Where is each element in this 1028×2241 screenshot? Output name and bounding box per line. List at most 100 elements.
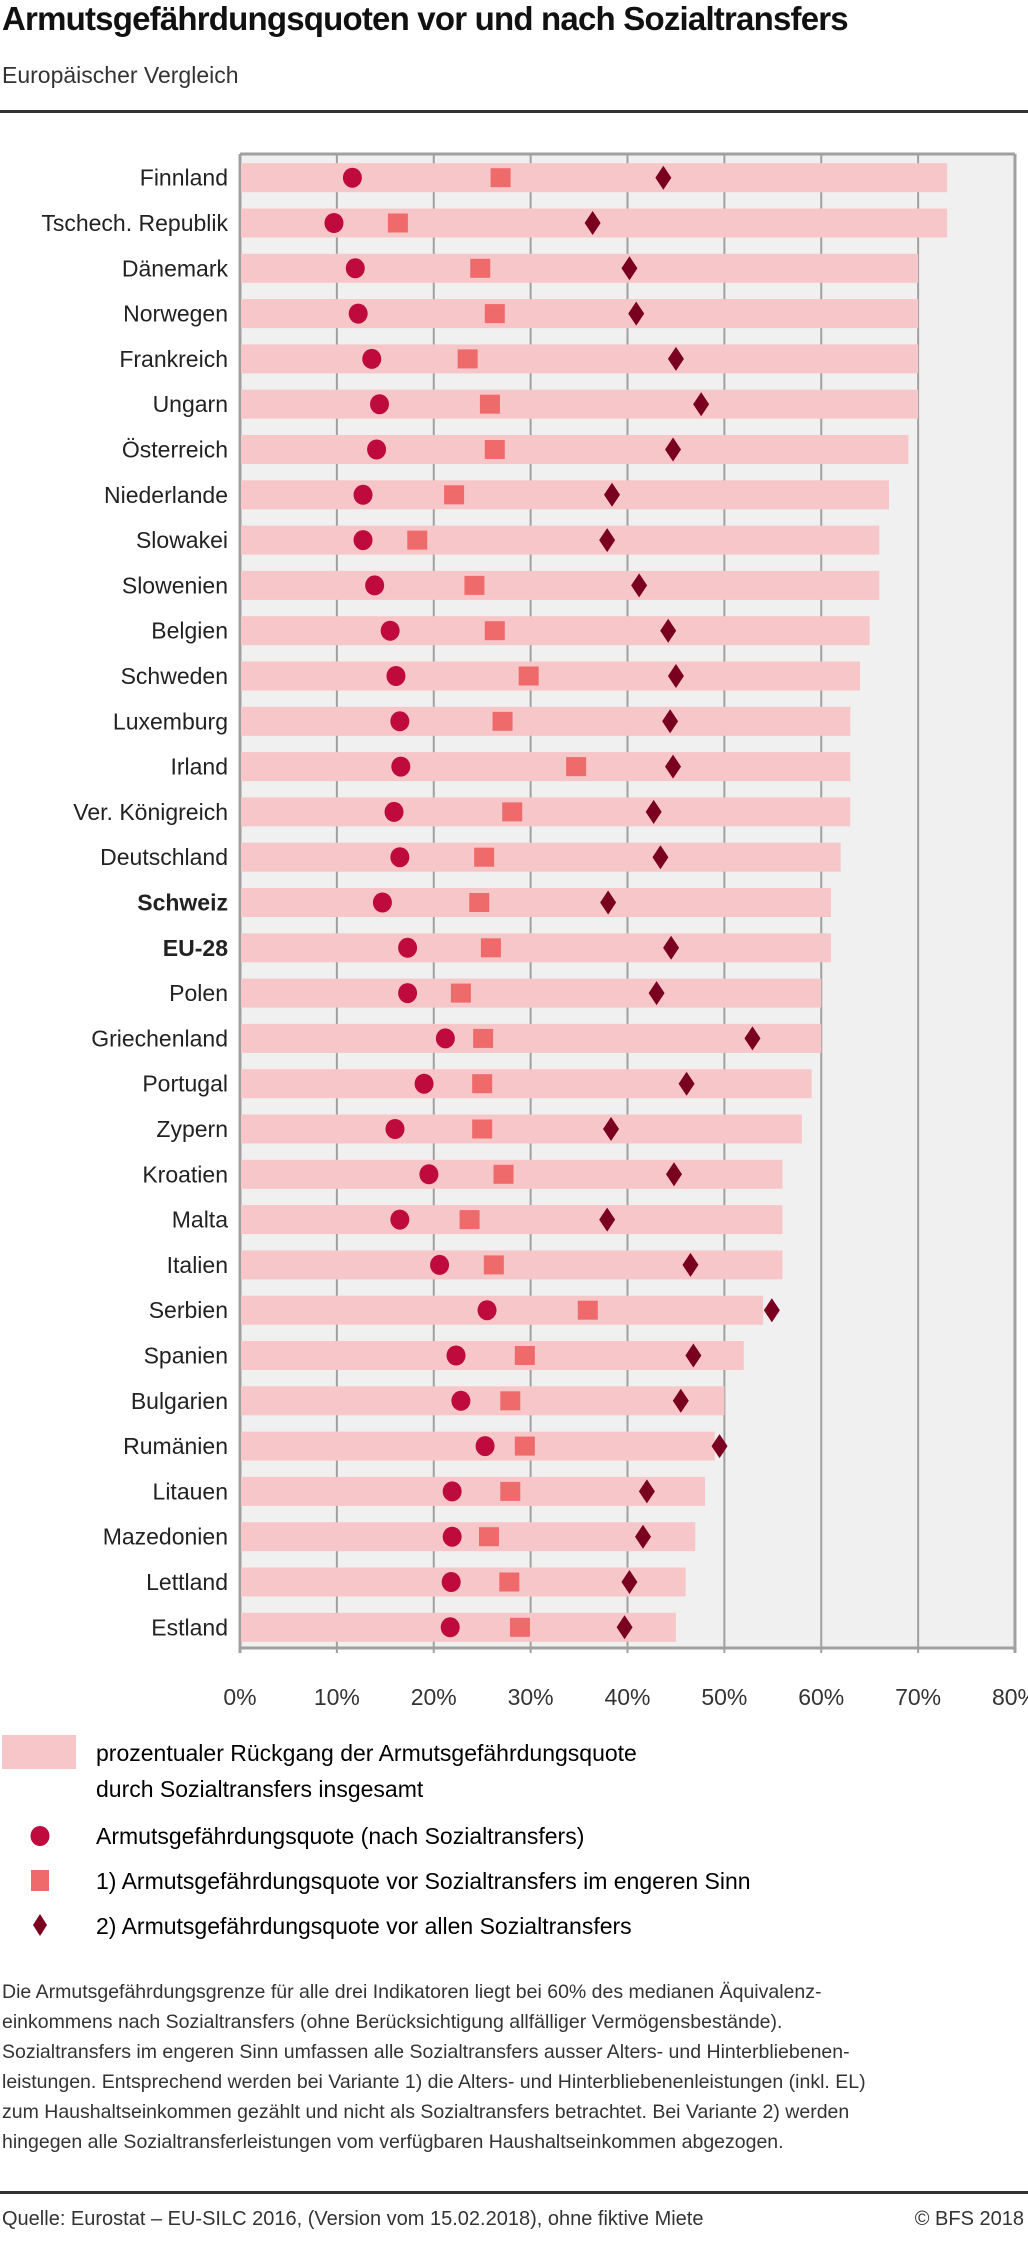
bar [241, 661, 860, 691]
bar [241, 1295, 764, 1325]
bar [241, 752, 851, 782]
square-marker [502, 802, 523, 822]
diamond-marker [600, 890, 617, 915]
square-marker [492, 711, 513, 731]
category-label: Italien [167, 1252, 228, 1278]
legend-diamond-label: 2) Armutsgefährdungsquote vor allen Sozi… [96, 1913, 632, 1939]
chart: Finnland Tschech. Republik Dänemark Norwege… [2, 152, 1028, 1939]
category-label: Norwegen [123, 301, 228, 327]
diamond-marker [682, 1252, 699, 1277]
diamond-marker [635, 1524, 651, 1549]
square-marker [457, 349, 478, 369]
circle-marker [390, 711, 410, 732]
bar [241, 933, 831, 963]
header-divider [0, 110, 1028, 113]
square-marker [484, 304, 505, 324]
category-label: Litauen [153, 1478, 228, 1504]
square-marker [484, 621, 505, 641]
bar [241, 1114, 802, 1144]
circle-marker [442, 1481, 462, 1502]
category-label: Serbien [149, 1297, 228, 1323]
x-tick-label: 0% [223, 1684, 256, 1710]
marker-series [324, 165, 780, 1640]
diamond-marker [603, 1117, 620, 1141]
source-note: Quelle: Eurostat – EU-SILC 2016, (Versio… [2, 2208, 704, 2230]
square-marker [500, 1481, 521, 1501]
circle-marker [414, 1073, 434, 1094]
diamond-marker [628, 301, 645, 326]
circle-marker [385, 1119, 405, 1139]
diamond-marker [599, 528, 616, 553]
circle-marker [380, 620, 400, 641]
legend: prozentualer Rückgang der Armutsgefährdu… [2, 1735, 751, 1939]
footnote-line: hingegen alle Sozialtransferleistungen v… [2, 2131, 784, 2153]
bar [241, 1250, 783, 1280]
square-marker [500, 1391, 521, 1411]
bar [241, 1341, 744, 1370]
x-tick-label: 60% [798, 1684, 844, 1710]
square-marker [484, 440, 505, 459]
bar [241, 253, 919, 283]
circle-marker [440, 1617, 460, 1638]
square-marker [493, 1164, 514, 1184]
diamond-marker [660, 618, 677, 643]
category-label: Spanien [144, 1343, 228, 1369]
diamond-marker [672, 1388, 689, 1413]
category-label: Polen [169, 980, 228, 1006]
chart-subtitle: Europäischer Vergleich [2, 62, 239, 88]
circle-marker [324, 213, 344, 233]
bar [241, 706, 851, 736]
circle-marker [372, 892, 392, 913]
category-label: Niederlande [104, 482, 228, 508]
category-label: Griechenland [91, 1025, 228, 1051]
footer-divider [0, 2191, 1028, 2194]
category-label: Kroatien [142, 1161, 228, 1187]
diamond-marker [655, 165, 672, 190]
circle-marker [475, 1436, 495, 1457]
circle-marker [362, 348, 382, 369]
square-marker [464, 575, 485, 595]
circle-marker [398, 937, 418, 958]
x-tick-label: 40% [604, 1684, 650, 1710]
circle-marker [477, 1300, 497, 1321]
category-label: Mazedonien [103, 1524, 228, 1550]
legend-square-label: 1) Armutsgefährdungsquote vor Sozialtran… [96, 1868, 751, 1894]
circle-marker [367, 439, 387, 460]
category-label: Ungarn [153, 391, 228, 417]
category-label: Zypern [156, 1116, 228, 1142]
circle-marker [419, 1164, 439, 1185]
x-tick-label: 50% [701, 1684, 747, 1710]
diamond-marker [584, 211, 601, 235]
category-label: Frankreich [119, 346, 228, 372]
circle-marker [353, 484, 373, 505]
bar [241, 842, 841, 872]
category-label: Slowakei [136, 527, 228, 553]
circle-marker [384, 801, 404, 822]
bar [241, 797, 851, 827]
bar [241, 1069, 812, 1099]
legend-diamond-icon [33, 1914, 47, 1936]
circle-marker [446, 1345, 466, 1366]
circle-marker [398, 983, 418, 1004]
x-tick-label: 10% [314, 1684, 360, 1710]
category-label: Tschech. Republik [41, 210, 228, 236]
category-label: Malta [172, 1207, 228, 1233]
square-marker [450, 983, 471, 1003]
category-label: Finnland [140, 165, 228, 191]
square-marker [577, 1300, 598, 1320]
diamond-marker [678, 1071, 695, 1096]
bar [241, 344, 919, 374]
bar [241, 389, 919, 419]
square-marker [480, 938, 501, 958]
circle-marker [442, 1526, 462, 1547]
category-label: Schweden [121, 663, 228, 689]
category-label: Lettland [146, 1569, 228, 1595]
diamond-marker [621, 1570, 638, 1594]
diamond-marker [763, 1298, 780, 1323]
x-tick-label: 20% [411, 1684, 457, 1710]
square-marker [473, 1028, 494, 1048]
diamond-marker [662, 709, 679, 734]
bar [241, 1522, 696, 1552]
diamond-marker [665, 437, 682, 462]
square-marker [490, 168, 511, 188]
